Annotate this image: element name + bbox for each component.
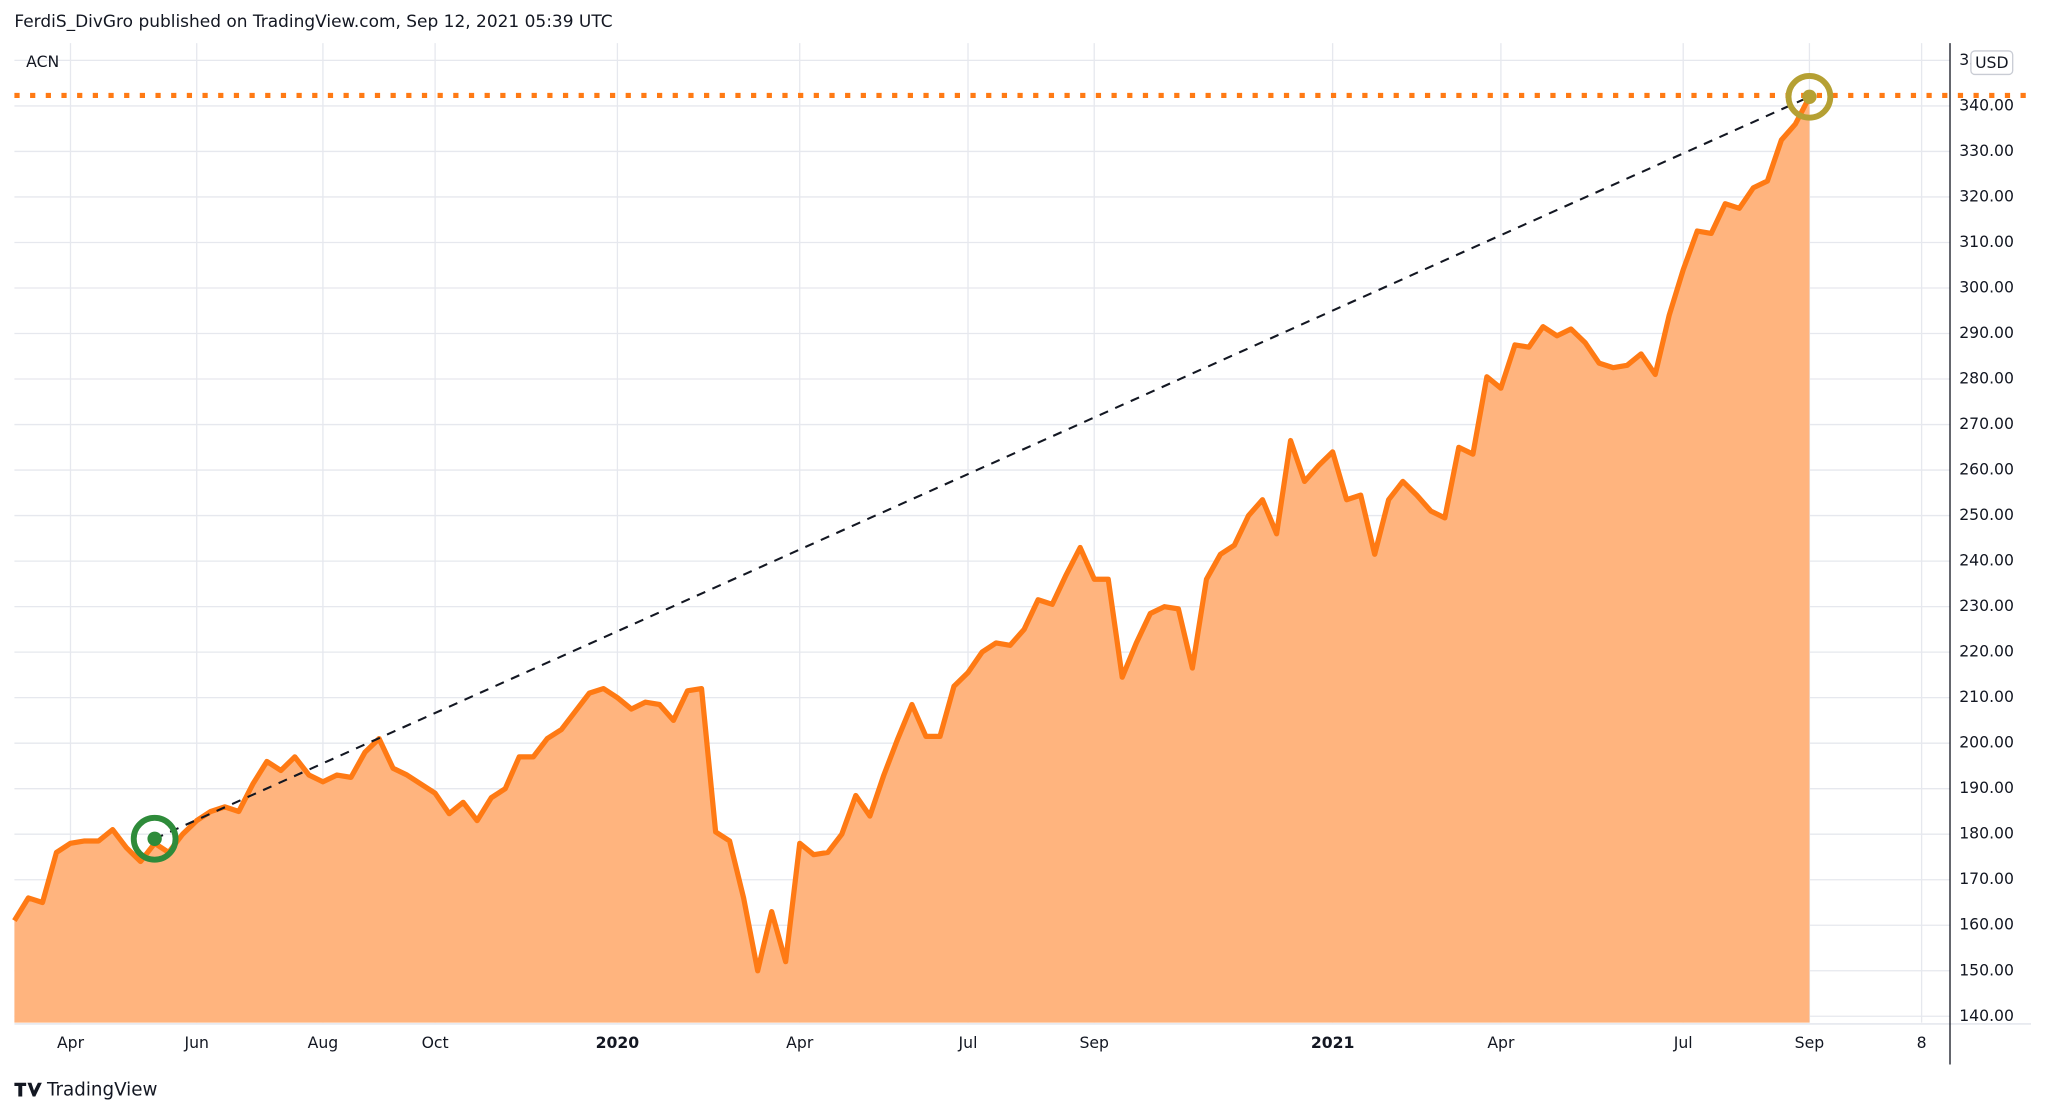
- x-tick-label: Apr: [57, 1033, 85, 1052]
- header-title: FerdiS_DivGro published on TradingView.c…: [14, 12, 612, 32]
- y-tick-label: 260.00: [1959, 460, 2014, 479]
- x-tick-label: Jun: [183, 1033, 208, 1052]
- plot: [12, 72, 2029, 1023]
- y-tick-label: 230.00: [1959, 596, 2014, 615]
- marker-dot: [147, 831, 162, 846]
- y-tick-label: 200.00: [1959, 733, 2014, 752]
- y-tick-label: 170.00: [1959, 869, 2014, 888]
- x-tick-label: Sep: [1079, 1033, 1109, 1052]
- y-tick-label: 270.00: [1959, 414, 2014, 433]
- y-tick-label: 330.00: [1959, 141, 2014, 160]
- currency-badge: [1970, 50, 2014, 76]
- x-tick-label: Jul: [1673, 1033, 1693, 1052]
- brand-name: TradingView: [46, 1080, 157, 1101]
- brand: TradingView: [14, 1080, 157, 1101]
- y-tick-label: 160.00: [1959, 915, 2014, 934]
- trend-line: [154, 95, 1810, 840]
- y-tick-label: 220.00: [1959, 642, 2014, 661]
- x-tick-label: Aug: [308, 1033, 339, 1052]
- axes: 140.00 150.00 160.00 170.00 180.00 190.00 200.…: [14, 43, 2031, 1065]
- y-tick-label: 340.00: [1959, 95, 2014, 114]
- marker-ring: [1785, 72, 1834, 121]
- y-tick-label: 180.00: [1959, 824, 2014, 843]
- currency-label: USD: [1975, 53, 2008, 72]
- y-tick-label: 140.00: [1959, 1006, 2014, 1025]
- marker-ring: [130, 814, 179, 863]
- y-tick-label: 210.00: [1959, 687, 2014, 706]
- x-tick-label: Apr: [1487, 1033, 1515, 1052]
- line: [12, 95, 1812, 974]
- marker-dot: [1802, 89, 1817, 104]
- y-tick-label: 250.00: [1959, 505, 2014, 524]
- symbol: ACN: [26, 52, 59, 71]
- y-tick-label: 320.00: [1959, 186, 2014, 205]
- y-tick-label: 290.00: [1959, 323, 2014, 342]
- y-tick-label: 310.00: [1959, 232, 2014, 251]
- x-tick-label: Sep: [1795, 1033, 1825, 1052]
- brand-logo: [14, 1082, 42, 1097]
- x-tick-label: Jul: [958, 1033, 978, 1052]
- x-tick-label: 2021: [1311, 1033, 1355, 1052]
- x-tick-label: 8: [1917, 1033, 1927, 1052]
- x-tick-label: 2020: [596, 1033, 640, 1052]
- x-tick-label: Apr: [786, 1033, 814, 1052]
- y-tick-label: 240.00: [1959, 551, 2014, 570]
- y-tick-label: 280.00: [1959, 369, 2014, 388]
- area: [14, 96, 1810, 1023]
- y-tick-label: 150.00: [1959, 960, 2014, 979]
- y-tick-label: 300.00: [1959, 277, 2014, 296]
- y-tick-label: 190.00: [1959, 778, 2014, 797]
- x-tick-label: Oct: [422, 1033, 449, 1052]
